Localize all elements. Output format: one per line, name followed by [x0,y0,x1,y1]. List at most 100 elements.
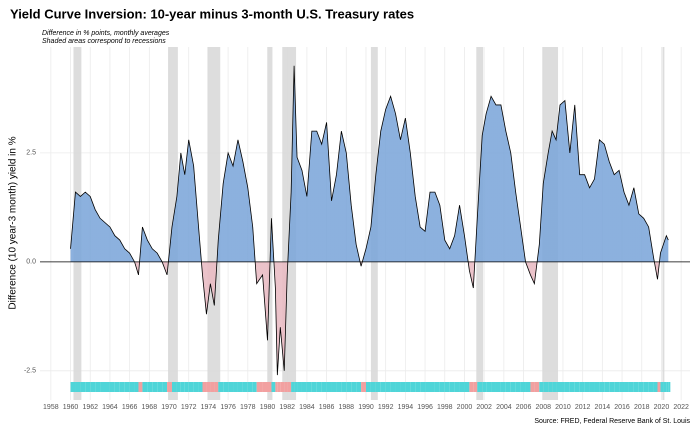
sign-strip [167,382,172,392]
sign-strip [380,382,386,392]
sign-strip [326,382,332,392]
sign-strip [346,382,352,392]
sign-strip [505,382,511,392]
sign-strip [214,382,219,392]
sign-strip [449,382,455,392]
sign-strip [375,382,381,392]
sign-strip [584,382,590,392]
sign-strip [604,382,610,392]
x-tick-label: 1982 [279,404,295,411]
sign-strip [624,382,629,392]
x-tick-label: 1990 [358,404,374,411]
subtitle: Shaded areas correspond to recessions [42,38,166,45]
sign-strip [275,382,278,392]
x-tick-label: 1994 [398,404,414,411]
sign-strip [147,382,153,392]
sign-strip [594,382,600,392]
recession-band [267,47,273,400]
x-tick-label: 2000 [457,404,473,411]
sign-strip [206,382,211,392]
x-tick-label: 2012 [575,404,591,411]
x-tick-label: 2022 [673,404,689,411]
sign-strip [666,382,669,392]
x-tick-label: 1996 [417,404,433,411]
sign-strip [579,382,585,392]
y-tick-label: 2.5 [26,150,36,157]
sign-strip [454,382,460,392]
y-tick-label: -2.5 [24,368,36,375]
x-tick-label: 1986 [319,404,335,411]
x-tick-label: 1964 [102,404,118,411]
sign-strip [202,382,207,392]
sign-strip [653,382,658,392]
sign-strip [277,382,281,392]
sign-strip [134,382,139,392]
sign-strip [157,382,163,392]
sign-strip [430,382,435,392]
sign-strip [614,382,620,392]
x-tick-label: 1962 [82,404,98,411]
sign-strip [552,382,557,392]
sign-strip [184,382,189,392]
sign-strip [510,382,516,392]
sign-strip [660,382,664,392]
area [70,65,669,376]
sign-strip [663,382,667,392]
x-tick-label: 1968 [142,404,158,411]
sign-strip [210,382,215,392]
sign-strip [668,382,671,392]
sign-strip [400,382,406,392]
chart-title: Yield Curve Inversion: 10-year minus 3-m… [10,6,414,21]
sign-strip [271,382,276,392]
x-tick-label: 2002 [476,404,492,411]
sign-strip [548,382,553,392]
sign-strip [237,382,243,392]
sign-strip [233,382,238,392]
x-tick-label: 1988 [338,404,354,411]
sign-strip [171,382,177,392]
sign-strip [405,382,411,392]
sign-strip [491,382,496,392]
source: Source: FRED, Federal Reserve Bank of St… [534,418,690,425]
subtitle: Difference in % points, monthly averages [42,30,170,37]
x-tick-label: 1978 [240,404,256,411]
sign-strip [520,382,526,392]
sign-strip [114,382,120,392]
sign-strip [129,382,135,392]
sign-strip [560,382,565,392]
sign-strip [638,382,644,392]
sign-strip [633,382,639,392]
sign-strip [495,382,501,392]
x-tick-label: 1980 [260,404,276,411]
sign-strip [247,382,253,392]
sign-strip [301,382,307,392]
x-tick-label: 1976 [220,404,236,411]
sign-strip [242,382,248,392]
sign-strip [256,382,263,392]
sign-strip [80,382,86,392]
x-tick-label: 2006 [516,404,532,411]
sign-strip [609,382,615,392]
sign-strip [486,382,492,392]
sign-strip [361,382,366,392]
x-tick-label: 1958 [43,404,59,411]
sign-strip [176,382,181,392]
x-tick-label: 1966 [122,404,138,411]
sign-strip [306,382,312,392]
sign-strip [589,382,595,392]
sign-strip [341,382,347,392]
sign-strip [193,382,199,392]
sign-strip [75,382,81,392]
sign-strip [356,382,362,392]
sign-strip [469,382,474,392]
sign-strip [464,382,470,392]
sign-strip [539,382,544,392]
sign-strip [439,382,445,392]
recession-band [662,47,665,400]
sign-strip [628,382,634,392]
sign-strip [657,382,661,392]
sign-strip [294,382,298,392]
x-tick-label: 1960 [63,404,79,411]
recession-band [207,47,221,400]
sign-strip [162,382,168,392]
